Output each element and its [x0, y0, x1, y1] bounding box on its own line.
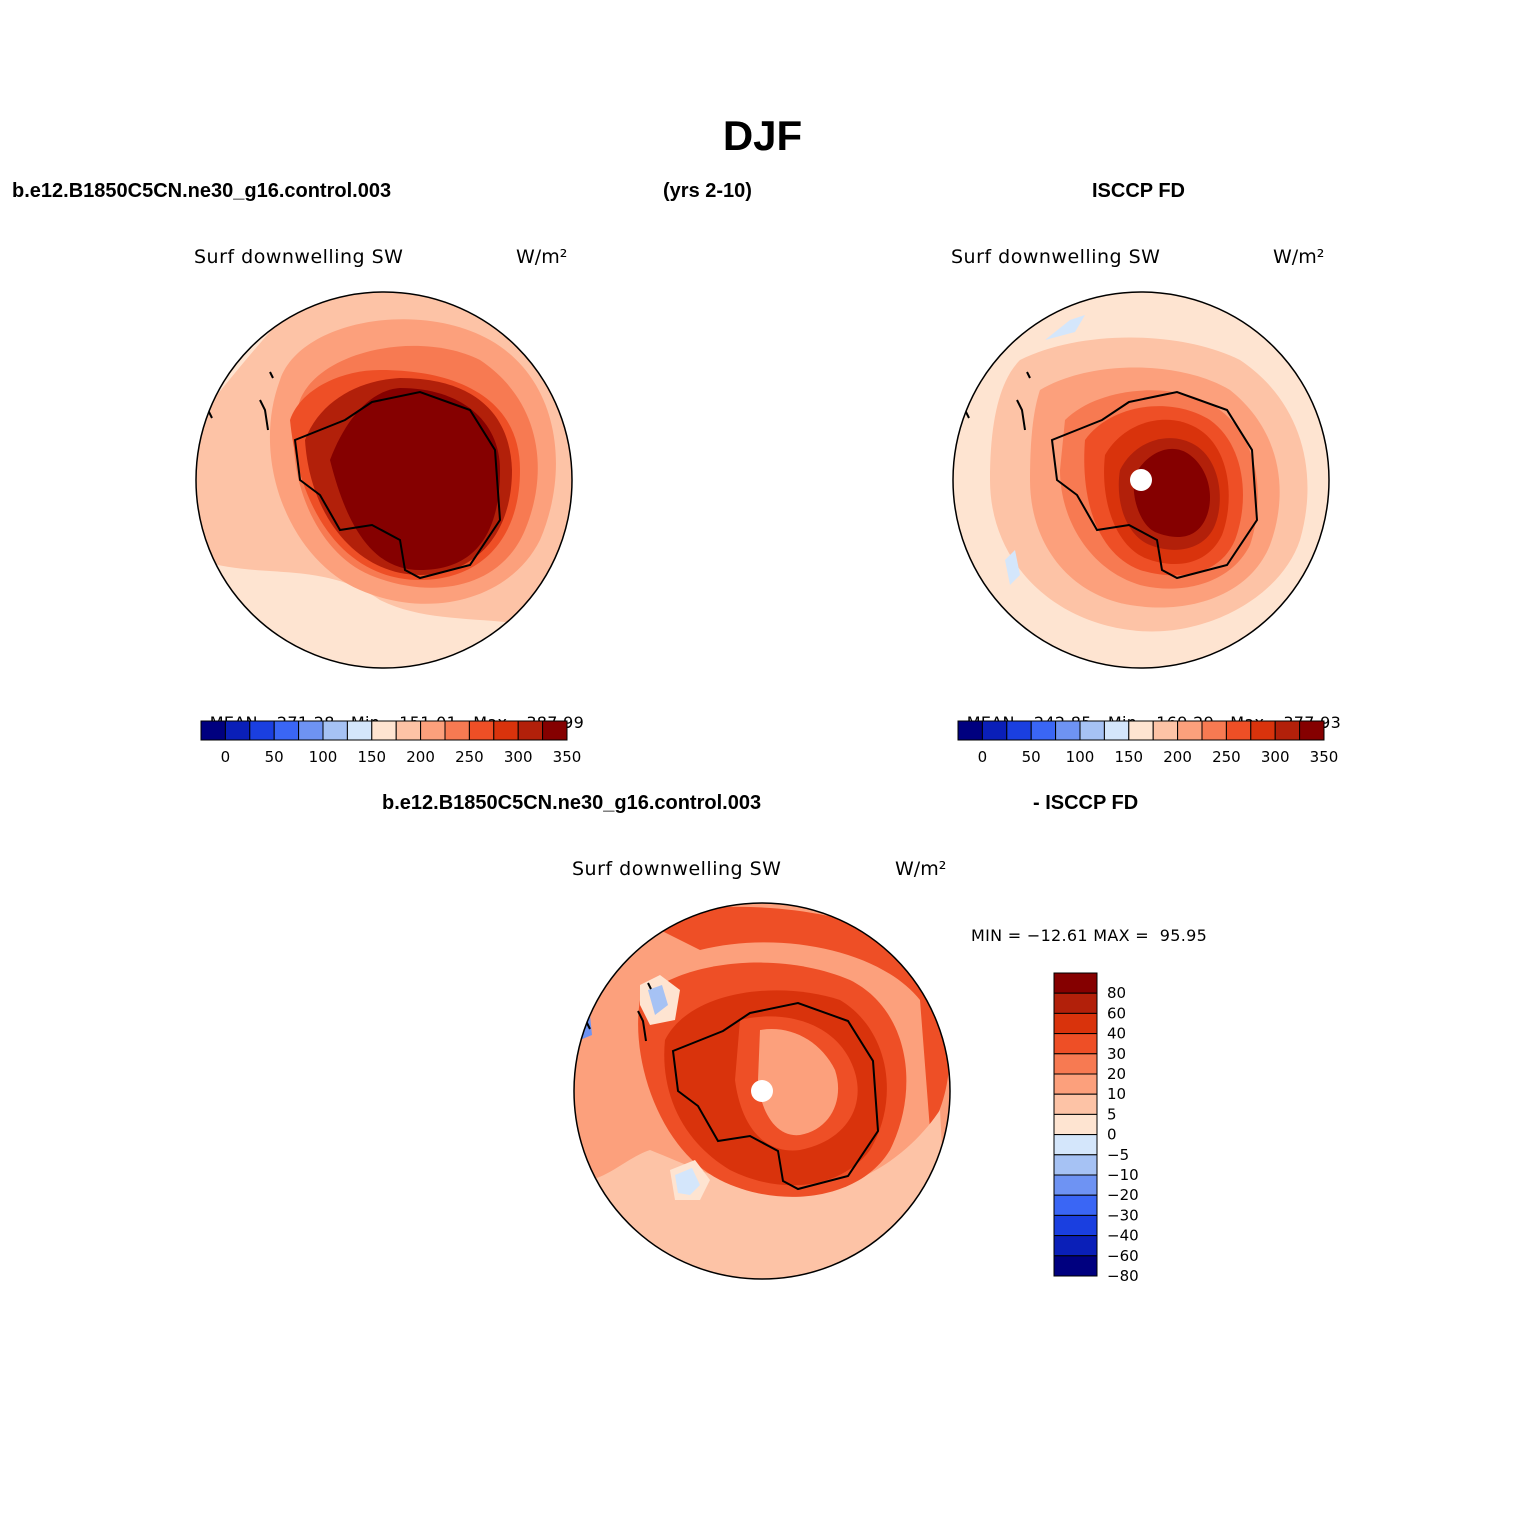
diff-polar-map [574, 903, 950, 1279]
obs-colorbar-swatch [1103, 720, 1130, 741]
model-colorbar-tick-label: 300 [504, 748, 533, 766]
model-colorbar-tick-label: 50 [265, 748, 284, 766]
diff-colorbar-swatch [1053, 992, 1098, 1014]
model-colorbar-tick-label: 0 [221, 748, 231, 766]
diff-colorbar-tick-label: 0 [1107, 1126, 1117, 1144]
model-colorbar-swatch [517, 720, 544, 741]
model-colorbar-tick-label: 250 [455, 748, 484, 766]
obs-colorbar-swatch [1006, 720, 1032, 741]
diff-colorbar-swatch [1053, 1053, 1098, 1075]
diff-colorbar-swatch [1053, 1093, 1098, 1115]
diff-colorbar-swatch [1053, 1012, 1098, 1035]
obs-colorbar-swatch [1177, 720, 1203, 741]
diff-colorbar-tick-label: −10 [1107, 1166, 1139, 1184]
obs-colorbar: 0 50 100 150 200 250 300 350 [957, 720, 1339, 766]
obs-colorbar-swatch [1152, 720, 1179, 741]
diff-colorbar-tick-label: 40 [1107, 1025, 1126, 1043]
obs-colorbar-tick-label: 150 [1114, 748, 1143, 766]
model-panel-units: W/m² [516, 246, 568, 268]
diff-colorbar-tick-label: 10 [1107, 1085, 1126, 1103]
model-colorbar-tick-label: 100 [309, 748, 338, 766]
diff-colorbar-tick-label: 80 [1107, 984, 1126, 1002]
model-colorbar-tick-label: 150 [357, 748, 386, 766]
obs-panel-title: Surf downwelling SW [951, 246, 1161, 268]
obs-colorbar-tick-label: 0 [978, 748, 988, 766]
diff-panel-title: Surf downwelling SW [572, 858, 782, 880]
years-label: (yrs 2-10) [663, 180, 752, 202]
model-colorbar-swatch [322, 720, 348, 741]
obs-colorbar-tick-label: 100 [1066, 748, 1095, 766]
model-colorbar-swatch [542, 720, 568, 741]
diff-colorbar-swatch [1053, 972, 1098, 994]
model-colorbar-swatch [493, 720, 519, 741]
obs-colorbar-swatch [1055, 720, 1081, 741]
obs-dataset-name: ISCCP FD [1092, 180, 1185, 202]
model-colorbar-swatch [371, 720, 397, 741]
model-map-border [195, 291, 573, 669]
model-colorbar-swatch [420, 720, 446, 741]
obs-colorbar-swatch [1250, 720, 1276, 741]
model-panel-title: Surf downwelling SW [194, 246, 404, 268]
model-colorbar: 0 50 100 150 200 250 300 350 [200, 720, 582, 766]
diff-colorbar-tick-label: −5 [1107, 1146, 1129, 1164]
model-colorbar-swatch [273, 720, 300, 741]
model-colorbar-swatch [200, 720, 226, 741]
model-colorbar-swatch [298, 720, 324, 741]
model-colorbar-swatch [468, 720, 495, 741]
model-colorbar-tick-label: 350 [553, 748, 582, 766]
model-colorbar-swatch [224, 720, 251, 741]
diff-colorbar-tick-label: −20 [1107, 1186, 1139, 1204]
diff-colorbar-tick-label: −40 [1107, 1227, 1139, 1245]
obs-colorbar-tick-label: 300 [1261, 748, 1290, 766]
diff-colorbar-swatch [1053, 1214, 1098, 1237]
obs-map-border [952, 291, 1330, 669]
obs-colorbar-swatch [1225, 720, 1252, 741]
figure-title: DJF [722, 112, 803, 159]
diff-colorbar-swatch [1053, 1113, 1098, 1136]
obs-colorbar-tick-label: 350 [1310, 748, 1339, 766]
diff-colorbar-swatch [1053, 1255, 1098, 1277]
diff-colorbar-tick-label: 30 [1107, 1045, 1126, 1063]
obs-panel-units: W/m² [1273, 246, 1325, 268]
diff-panel-units: W/m² [895, 858, 947, 880]
obs-colorbar-swatch [1274, 720, 1301, 741]
diff-case-name: b.e12.B1850C5CN.ne30_g16.control.003 [382, 792, 762, 814]
model-polar-map [196, 292, 572, 668]
diff-colorbar-tick-label: −80 [1107, 1267, 1139, 1285]
diff-colorbar-swatch [1053, 1194, 1098, 1216]
diff-colorbar-swatch [1053, 1033, 1098, 1055]
model-colorbar-tick-label: 200 [406, 748, 435, 766]
obs-colorbar-tick-label: 50 [1022, 748, 1041, 766]
diff-colorbar-swatch [1053, 1154, 1098, 1176]
model-colorbar-swatch [444, 720, 470, 741]
obs-colorbar-tick-label: 200 [1163, 748, 1192, 766]
diff-colorbar-swatch [1053, 1073, 1098, 1095]
obs-colorbar-swatch [1030, 720, 1057, 741]
obs-colorbar-swatch [981, 720, 1008, 741]
obs-colorbar-swatch [1201, 720, 1227, 741]
diff-colorbar-tick-label: 20 [1107, 1065, 1126, 1083]
diff-colorbar-tick-label: −30 [1107, 1206, 1139, 1224]
obs-colorbar-swatch [957, 720, 983, 741]
obs-colorbar-tick-label: 250 [1212, 748, 1241, 766]
obs-polar-map [953, 292, 1329, 668]
model-colorbar-swatch [249, 720, 275, 741]
diff-colorbar: 80 60 40 30 20 10 5 0 −5 −10 −20 −30 −40 −60 −80 [1053, 972, 1139, 1285]
diff-colorbar-tick-label: 5 [1107, 1105, 1117, 1123]
diff-map-border [573, 902, 951, 1280]
obs-colorbar-swatch [1079, 720, 1105, 741]
diff-colorbar-tick-label: −60 [1107, 1247, 1139, 1265]
diff-minmax: MIN = −12.61 MAX = 95.95 [971, 926, 1208, 945]
diff-obs-name: - ISCCP FD [1033, 792, 1139, 814]
diff-colorbar-tick-label: 60 [1107, 1004, 1126, 1022]
diff-colorbar-swatch [1053, 1134, 1098, 1156]
model-colorbar-swatch [346, 720, 373, 741]
obs-colorbar-swatch [1299, 720, 1325, 741]
model-colorbar-swatch [395, 720, 422, 741]
diff-colorbar-swatch [1053, 1235, 1098, 1257]
obs-colorbar-swatch [1128, 720, 1154, 741]
model-case-name: b.e12.B1850C5CN.ne30_g16.control.003 [12, 180, 392, 202]
diff-colorbar-swatch [1053, 1174, 1098, 1196]
